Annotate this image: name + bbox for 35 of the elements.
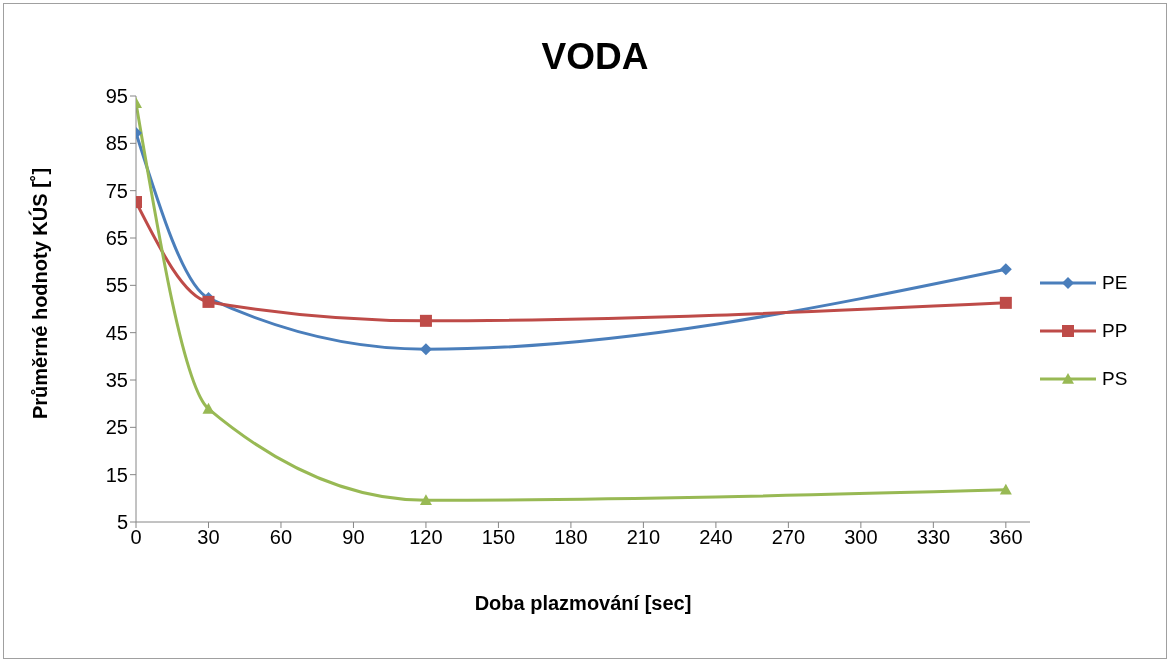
x-tick-label: 360 [989, 526, 1023, 549]
x-tick-label: 240 [699, 526, 733, 549]
point [999, 296, 1012, 309]
y-tick-label: 85 [105, 132, 128, 155]
x-tick-label: 150 [481, 526, 516, 549]
chart-title: VODA [540, 36, 650, 78]
x-tick-label: 330 [916, 526, 951, 549]
y-tick-label: 5 [116, 511, 128, 534]
x-tick-label: 120 [409, 526, 443, 549]
point [999, 263, 1012, 276]
y-tick-label: 25 [105, 416, 128, 439]
y-tick-label: 55 [105, 274, 128, 297]
y-tick-label: 35 [105, 369, 128, 392]
y-axis-title: Průměrné hodnoty KÚS [˚] [28, 167, 52, 419]
y-tick-label: 95 [105, 85, 128, 108]
y-tick-label: 15 [105, 463, 128, 486]
x-tick-label: 60 [269, 526, 293, 549]
point [419, 494, 432, 506]
x-tick-label: 30 [197, 526, 220, 549]
legend-label: PP [1102, 319, 1128, 342]
point [999, 483, 1012, 495]
legend-label: PE [1102, 271, 1128, 294]
x-tick-label: 210 [626, 526, 661, 549]
legend-label: PS [1102, 367, 1128, 390]
x-tick-label: 180 [554, 526, 588, 549]
y-tick-label: 65 [105, 227, 128, 250]
x-axis-title: Doba plazmování [sec] [474, 592, 692, 614]
x-tick-label: 300 [844, 526, 878, 549]
point [419, 314, 432, 327]
y-tick-label: 45 [105, 321, 128, 344]
x-tick-label: 0 [130, 526, 142, 549]
x-tick-label: 270 [771, 526, 806, 549]
point [202, 402, 215, 414]
y-tick-label: 75 [105, 179, 128, 202]
x-tick-label: 90 [342, 526, 365, 549]
